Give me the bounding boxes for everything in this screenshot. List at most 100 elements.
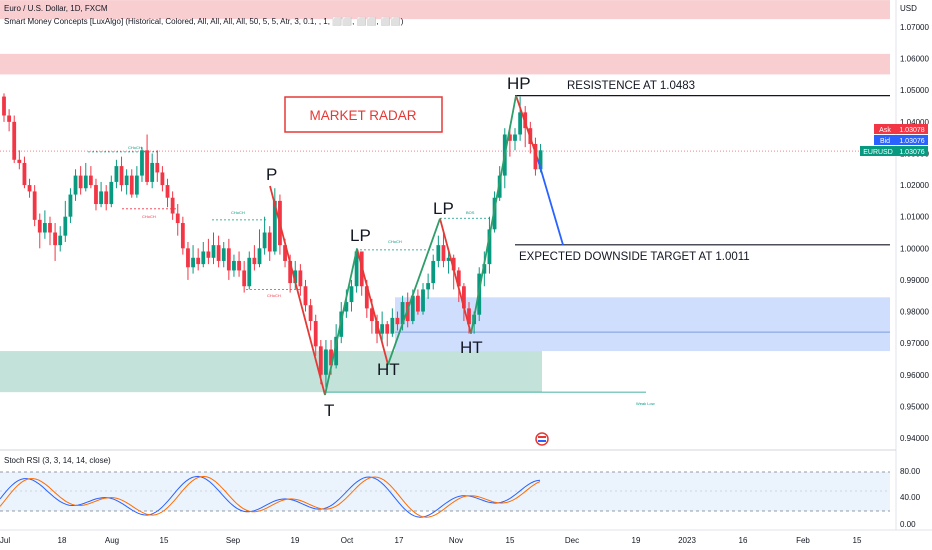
choch-label-2: CHoCH (142, 214, 156, 219)
time-tick-7: 17 (395, 536, 404, 545)
candle-19 (99, 181, 103, 208)
time-tick-9: 15 (506, 536, 515, 545)
bos-label: BOS (466, 210, 475, 215)
candle-48 (247, 251, 252, 290)
time-tick-15: 15 (853, 536, 862, 545)
stoch-rsi-pane[interactable]: Stoch RSI (3, 3, 14, 14, close) 80.00 40… (0, 456, 921, 529)
candle-95 (487, 216, 492, 274)
candle-90 (462, 283, 466, 322)
candle-52 (267, 226, 272, 261)
candle-44 (226, 238, 231, 280)
time-tick-3: 15 (160, 536, 169, 545)
indicator-legend[interactable]: Smart Money Concepts [LuxAlgo] (Historic… (4, 16, 404, 26)
time-tick-2: Aug (105, 536, 119, 545)
time-tick-0: Jul (0, 536, 10, 545)
price-tick-10: 0.97000 (900, 339, 929, 348)
stoch-d-line (0, 475, 541, 518)
time-tick-10: Dec (565, 536, 579, 545)
candle-21 (109, 175, 114, 208)
candle-76 (390, 308, 395, 337)
price-zones (0, 0, 890, 393)
economic-event-icon[interactable] (535, 432, 549, 446)
candle-29 (150, 153, 155, 189)
time-axis[interactable]: Jul 18 Aug 15 Sep 19 Oct 17 Nov 15 Dec 19 2023 16 Feb 1… (0, 536, 862, 545)
price-tick-0: 1.07000 (900, 23, 929, 32)
candle-32 (165, 178, 170, 208)
price-tick-7: 1.00000 (900, 244, 929, 253)
candle-94 (482, 251, 487, 287)
time-tick-5: 19 (291, 536, 300, 545)
candle-8 (42, 210, 47, 239)
zigzag-down-3 (515, 95, 541, 167)
candle-11 (58, 226, 63, 252)
resistance-label: RESISTENCE AT 1.0483 (567, 80, 695, 92)
candle-6 (32, 185, 37, 227)
time-tick-8: Nov (449, 536, 463, 545)
candle-86 (441, 232, 446, 268)
candle-17 (88, 166, 93, 189)
candle-104 (533, 137, 538, 176)
svg-text:1.03078: 1.03078 (899, 127, 924, 134)
candle-30 (155, 150, 160, 182)
stoch-k-line (0, 475, 541, 518)
swing-label-ht-2: HT (460, 338, 483, 357)
candle-43 (221, 241, 226, 268)
rsi-tick-40: 40.00 (900, 493, 921, 502)
candle-16 (83, 162, 88, 192)
market-radar-label: MARKET RADAR (309, 108, 416, 123)
swing-zigzag (269, 95, 564, 396)
candle-7 (37, 213, 42, 249)
candle-68 (349, 279, 354, 312)
candle-20 (104, 185, 109, 211)
candle-22 (114, 159, 119, 189)
rsi-tick-80: 80.00 (900, 467, 921, 476)
candle-45 (232, 254, 236, 277)
choch-label-5: CHoCH (388, 239, 402, 244)
candle-9 (48, 216, 52, 246)
candlesticks (2, 93, 543, 388)
candle-77 (395, 311, 400, 331)
candle-75 (385, 321, 390, 347)
svg-text:Bid: Bid (880, 138, 890, 145)
svg-text:1.03076: 1.03076 (899, 138, 924, 145)
price-tick-2: 1.05000 (900, 86, 929, 95)
svg-text:EURUSD: EURUSD (863, 149, 893, 156)
candle-31 (160, 166, 165, 192)
zone-supply-0 (0, 0, 890, 20)
symbol-title[interactable]: Euro / U.S. Dollar, 1D, FXCM (4, 4, 108, 13)
time-tick-14: Feb (796, 536, 810, 545)
swing-label-lp-1: LP (350, 226, 371, 245)
candle-58 (298, 264, 303, 296)
time-tick-13: 16 (739, 536, 748, 545)
candle-34 (175, 204, 180, 236)
time-tick-11: 19 (632, 536, 641, 545)
price-tick-12: 0.95000 (900, 402, 929, 411)
time-tick-1: 18 (58, 536, 67, 545)
candle-89 (456, 267, 461, 303)
stoch-rsi-title[interactable]: Stoch RSI (3, 3, 14, 14, close) (4, 456, 111, 465)
price-axis[interactable]: 1.070001.060001.050001.040001.030001.020… (900, 23, 929, 443)
candle-46 (237, 251, 241, 277)
zigzag-down-2 (439, 218, 472, 334)
candle-60 (308, 298, 313, 331)
price-tick-8: 0.99000 (900, 276, 929, 285)
zigzag-up-1 (387, 218, 441, 365)
candle-39 (201, 241, 206, 268)
candle-81 (416, 289, 420, 315)
candle-3 (17, 150, 22, 170)
svg-text:1.03076: 1.03076 (899, 149, 924, 156)
price-tick-5: 1.02000 (900, 181, 929, 190)
last-price-badge: EURUSD 1.03076 (860, 146, 928, 156)
candle-24 (124, 169, 129, 195)
candle-5 (27, 178, 32, 198)
candle-47 (242, 260, 247, 293)
bid-badge: Bid 1.03076 (874, 135, 928, 145)
candle-13 (68, 188, 73, 224)
candle-38 (196, 248, 201, 271)
projection-line (537, 159, 564, 246)
price-tick-6: 1.01000 (900, 213, 929, 222)
candle-27 (140, 147, 144, 182)
candle-18 (94, 178, 98, 211)
candle-101 (518, 96, 523, 141)
